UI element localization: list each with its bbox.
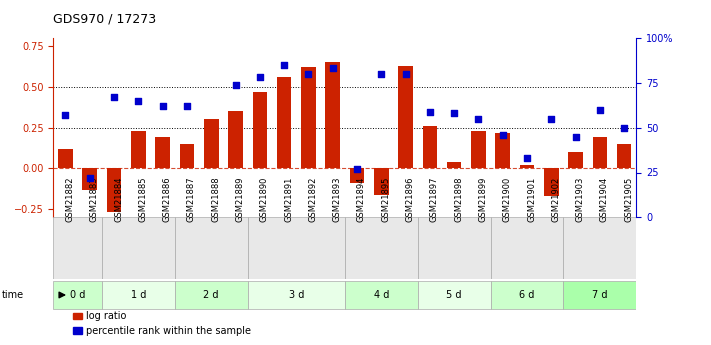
Bar xyxy=(568,152,583,168)
Bar xyxy=(180,144,194,168)
Text: 2 d: 2 d xyxy=(203,290,219,300)
Bar xyxy=(374,168,388,195)
Bar xyxy=(277,77,292,168)
Text: GSM21886: GSM21886 xyxy=(163,177,171,222)
FancyBboxPatch shape xyxy=(175,217,247,279)
Point xyxy=(375,71,387,77)
Point xyxy=(594,107,606,112)
Text: GSM21889: GSM21889 xyxy=(235,177,245,222)
Text: GSM21900: GSM21900 xyxy=(503,177,512,222)
Bar xyxy=(496,132,510,168)
Text: GSM21892: GSM21892 xyxy=(309,177,317,222)
Text: GSM21893: GSM21893 xyxy=(333,177,342,222)
FancyBboxPatch shape xyxy=(345,217,418,279)
Text: GSM21895: GSM21895 xyxy=(381,177,390,222)
Bar xyxy=(301,67,316,168)
Text: GSM21885: GSM21885 xyxy=(139,177,147,222)
Text: GSM21894: GSM21894 xyxy=(357,177,366,222)
Text: GSM21897: GSM21897 xyxy=(430,177,439,222)
FancyBboxPatch shape xyxy=(53,281,102,309)
Text: GSM21883: GSM21883 xyxy=(90,177,99,222)
Point xyxy=(424,109,436,114)
Text: 7 d: 7 d xyxy=(592,290,608,300)
Bar xyxy=(326,62,340,168)
FancyBboxPatch shape xyxy=(345,281,418,309)
FancyBboxPatch shape xyxy=(102,217,175,279)
Text: GSM21898: GSM21898 xyxy=(454,177,463,222)
Text: GSM21891: GSM21891 xyxy=(284,177,293,222)
FancyBboxPatch shape xyxy=(247,281,345,309)
Point xyxy=(133,98,144,104)
Point xyxy=(84,175,95,181)
Bar xyxy=(107,168,122,213)
Text: GSM21904: GSM21904 xyxy=(600,177,609,222)
Point xyxy=(254,75,265,80)
Point xyxy=(327,66,338,71)
Text: 0 d: 0 d xyxy=(70,290,85,300)
Point xyxy=(303,71,314,77)
Text: GSM21903: GSM21903 xyxy=(576,177,584,222)
FancyBboxPatch shape xyxy=(491,281,563,309)
Point xyxy=(545,116,557,121)
Bar xyxy=(155,137,170,168)
Bar xyxy=(204,119,218,168)
FancyBboxPatch shape xyxy=(491,217,563,279)
Point xyxy=(449,110,460,116)
Bar xyxy=(58,149,73,168)
Bar xyxy=(422,126,437,168)
Bar xyxy=(447,162,461,168)
Bar xyxy=(350,168,364,183)
Point xyxy=(157,104,169,109)
Text: GSM21882: GSM21882 xyxy=(65,177,75,222)
Text: GSM21902: GSM21902 xyxy=(551,177,560,222)
Bar xyxy=(544,168,559,196)
FancyBboxPatch shape xyxy=(247,217,345,279)
Point xyxy=(400,71,411,77)
FancyBboxPatch shape xyxy=(175,281,247,309)
FancyBboxPatch shape xyxy=(102,281,175,309)
FancyBboxPatch shape xyxy=(563,281,636,309)
Bar xyxy=(592,137,607,168)
Text: GSM21888: GSM21888 xyxy=(211,177,220,222)
Text: GSM21887: GSM21887 xyxy=(187,177,196,222)
Text: time: time xyxy=(2,290,24,300)
Text: GSM21884: GSM21884 xyxy=(114,177,123,222)
Point xyxy=(60,112,71,118)
Legend: log ratio, percentile rank within the sample: log ratio, percentile rank within the sa… xyxy=(69,307,255,340)
Bar xyxy=(398,66,413,168)
Point xyxy=(521,155,533,161)
Text: GSM21890: GSM21890 xyxy=(260,177,269,222)
Bar xyxy=(471,131,486,168)
Text: GSM21905: GSM21905 xyxy=(624,177,634,222)
Text: GDS970 / 17273: GDS970 / 17273 xyxy=(53,12,156,25)
Point xyxy=(279,62,290,68)
Point xyxy=(181,104,193,109)
Text: 5 d: 5 d xyxy=(447,290,462,300)
FancyBboxPatch shape xyxy=(563,217,636,279)
Bar xyxy=(228,111,242,168)
Text: 3 d: 3 d xyxy=(289,290,304,300)
Point xyxy=(230,82,241,87)
Text: 1 d: 1 d xyxy=(131,290,146,300)
FancyBboxPatch shape xyxy=(418,217,491,279)
Bar xyxy=(82,168,97,190)
Point xyxy=(108,95,119,100)
Point xyxy=(497,132,508,138)
Text: GSM21901: GSM21901 xyxy=(527,177,536,222)
Bar xyxy=(617,144,631,168)
Bar xyxy=(252,92,267,168)
FancyBboxPatch shape xyxy=(418,281,491,309)
FancyBboxPatch shape xyxy=(53,217,102,279)
Point xyxy=(619,125,630,130)
Point xyxy=(473,116,484,121)
Point xyxy=(570,134,582,139)
Bar xyxy=(131,131,146,168)
Bar xyxy=(520,165,534,168)
Text: 4 d: 4 d xyxy=(373,290,389,300)
Text: GSM21899: GSM21899 xyxy=(479,177,488,222)
Text: GSM21896: GSM21896 xyxy=(405,177,415,222)
Text: 6 d: 6 d xyxy=(519,290,535,300)
Point xyxy=(351,166,363,172)
